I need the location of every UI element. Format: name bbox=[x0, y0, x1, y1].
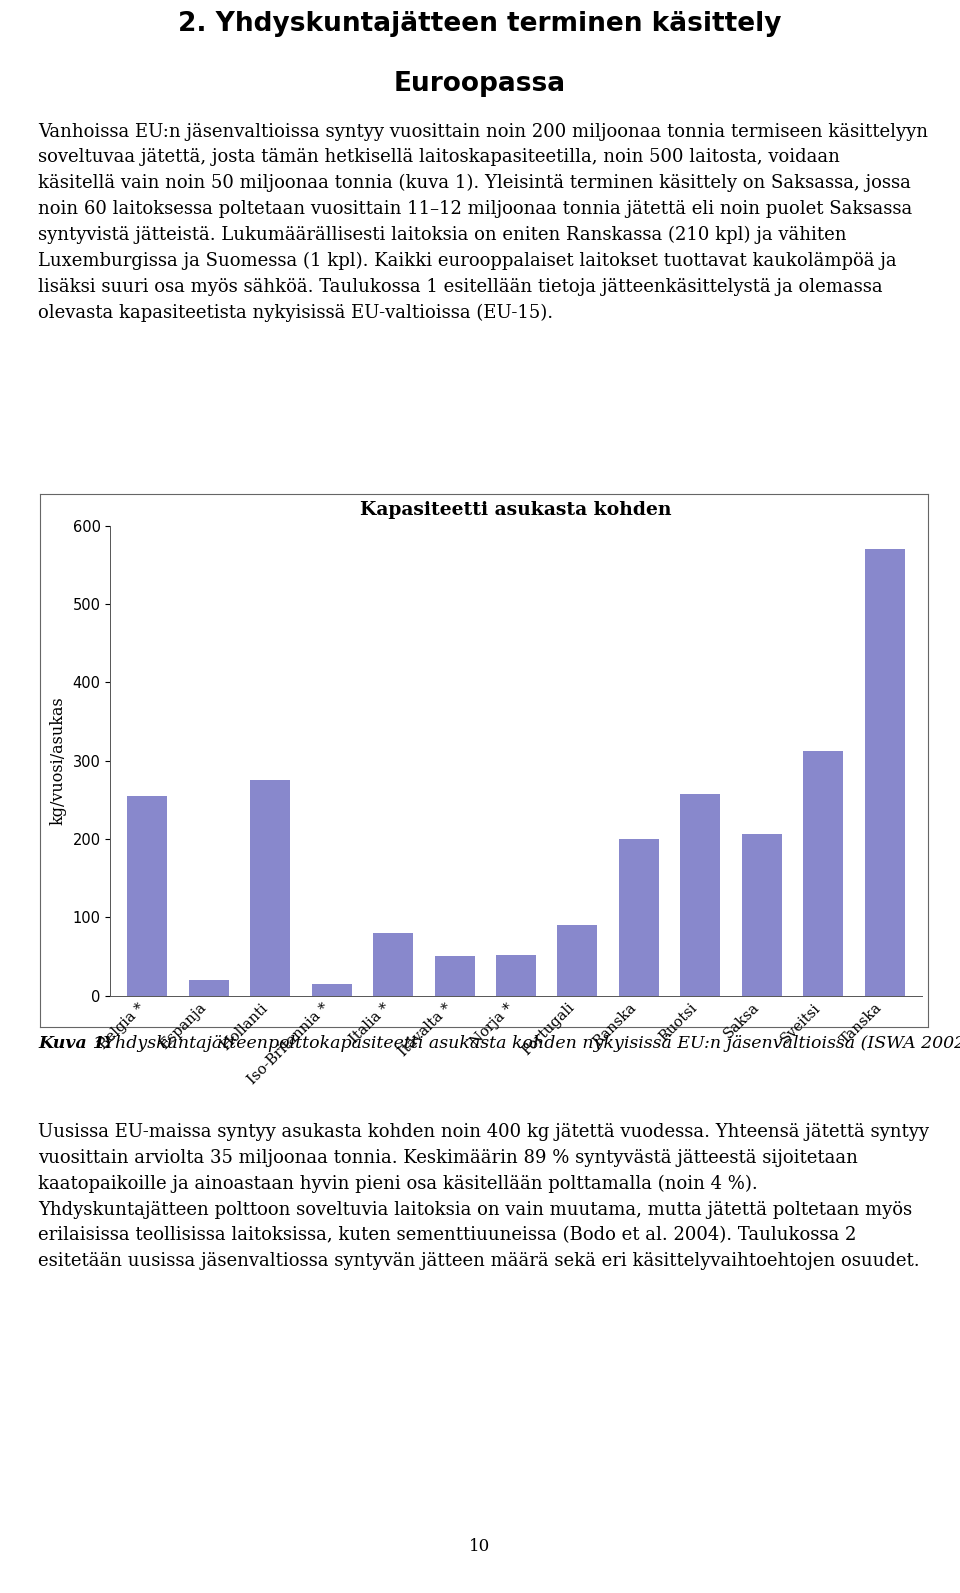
Bar bbox=[251, 781, 290, 996]
Y-axis label: kg/vuosi/asukas: kg/vuosi/asukas bbox=[50, 696, 67, 825]
Text: Yhdyskuntajätteenpolttokapasiteetti asukasta kohden nykyisissä EU:n jäsenvaltioi: Yhdyskuntajätteenpolttokapasiteetti asuk… bbox=[99, 1035, 960, 1053]
Text: Kuva 1.: Kuva 1. bbox=[38, 1035, 111, 1053]
Bar bbox=[804, 752, 843, 996]
Text: 2. Yhdyskuntajätteen terminen käsittely: 2. Yhdyskuntajätteen terminen käsittely bbox=[179, 11, 781, 37]
Title: Kapasiteetti asukasta kohden: Kapasiteetti asukasta kohden bbox=[360, 500, 672, 519]
Bar bbox=[128, 796, 167, 996]
Text: Uusissa EU-maissa syntyy asukasta kohden noin 400 kg jätettä vuodessa. Yhteensä : Uusissa EU-maissa syntyy asukasta kohden… bbox=[38, 1123, 929, 1270]
Bar bbox=[373, 933, 413, 996]
Bar bbox=[496, 954, 536, 996]
Bar bbox=[681, 793, 720, 996]
Bar bbox=[189, 980, 228, 996]
Text: 10: 10 bbox=[469, 1537, 491, 1555]
Bar bbox=[742, 835, 781, 996]
Bar bbox=[619, 840, 659, 996]
Text: Euroopassa: Euroopassa bbox=[394, 72, 566, 97]
Bar bbox=[558, 926, 597, 996]
Bar bbox=[865, 550, 904, 996]
Text: Vanhoissa EU:n jäsenvaltioissa syntyy vuosittain noin 200 miljoonaa tonnia termi: Vanhoissa EU:n jäsenvaltioissa syntyy vu… bbox=[38, 123, 928, 322]
Bar bbox=[435, 956, 474, 996]
Bar bbox=[312, 984, 351, 996]
